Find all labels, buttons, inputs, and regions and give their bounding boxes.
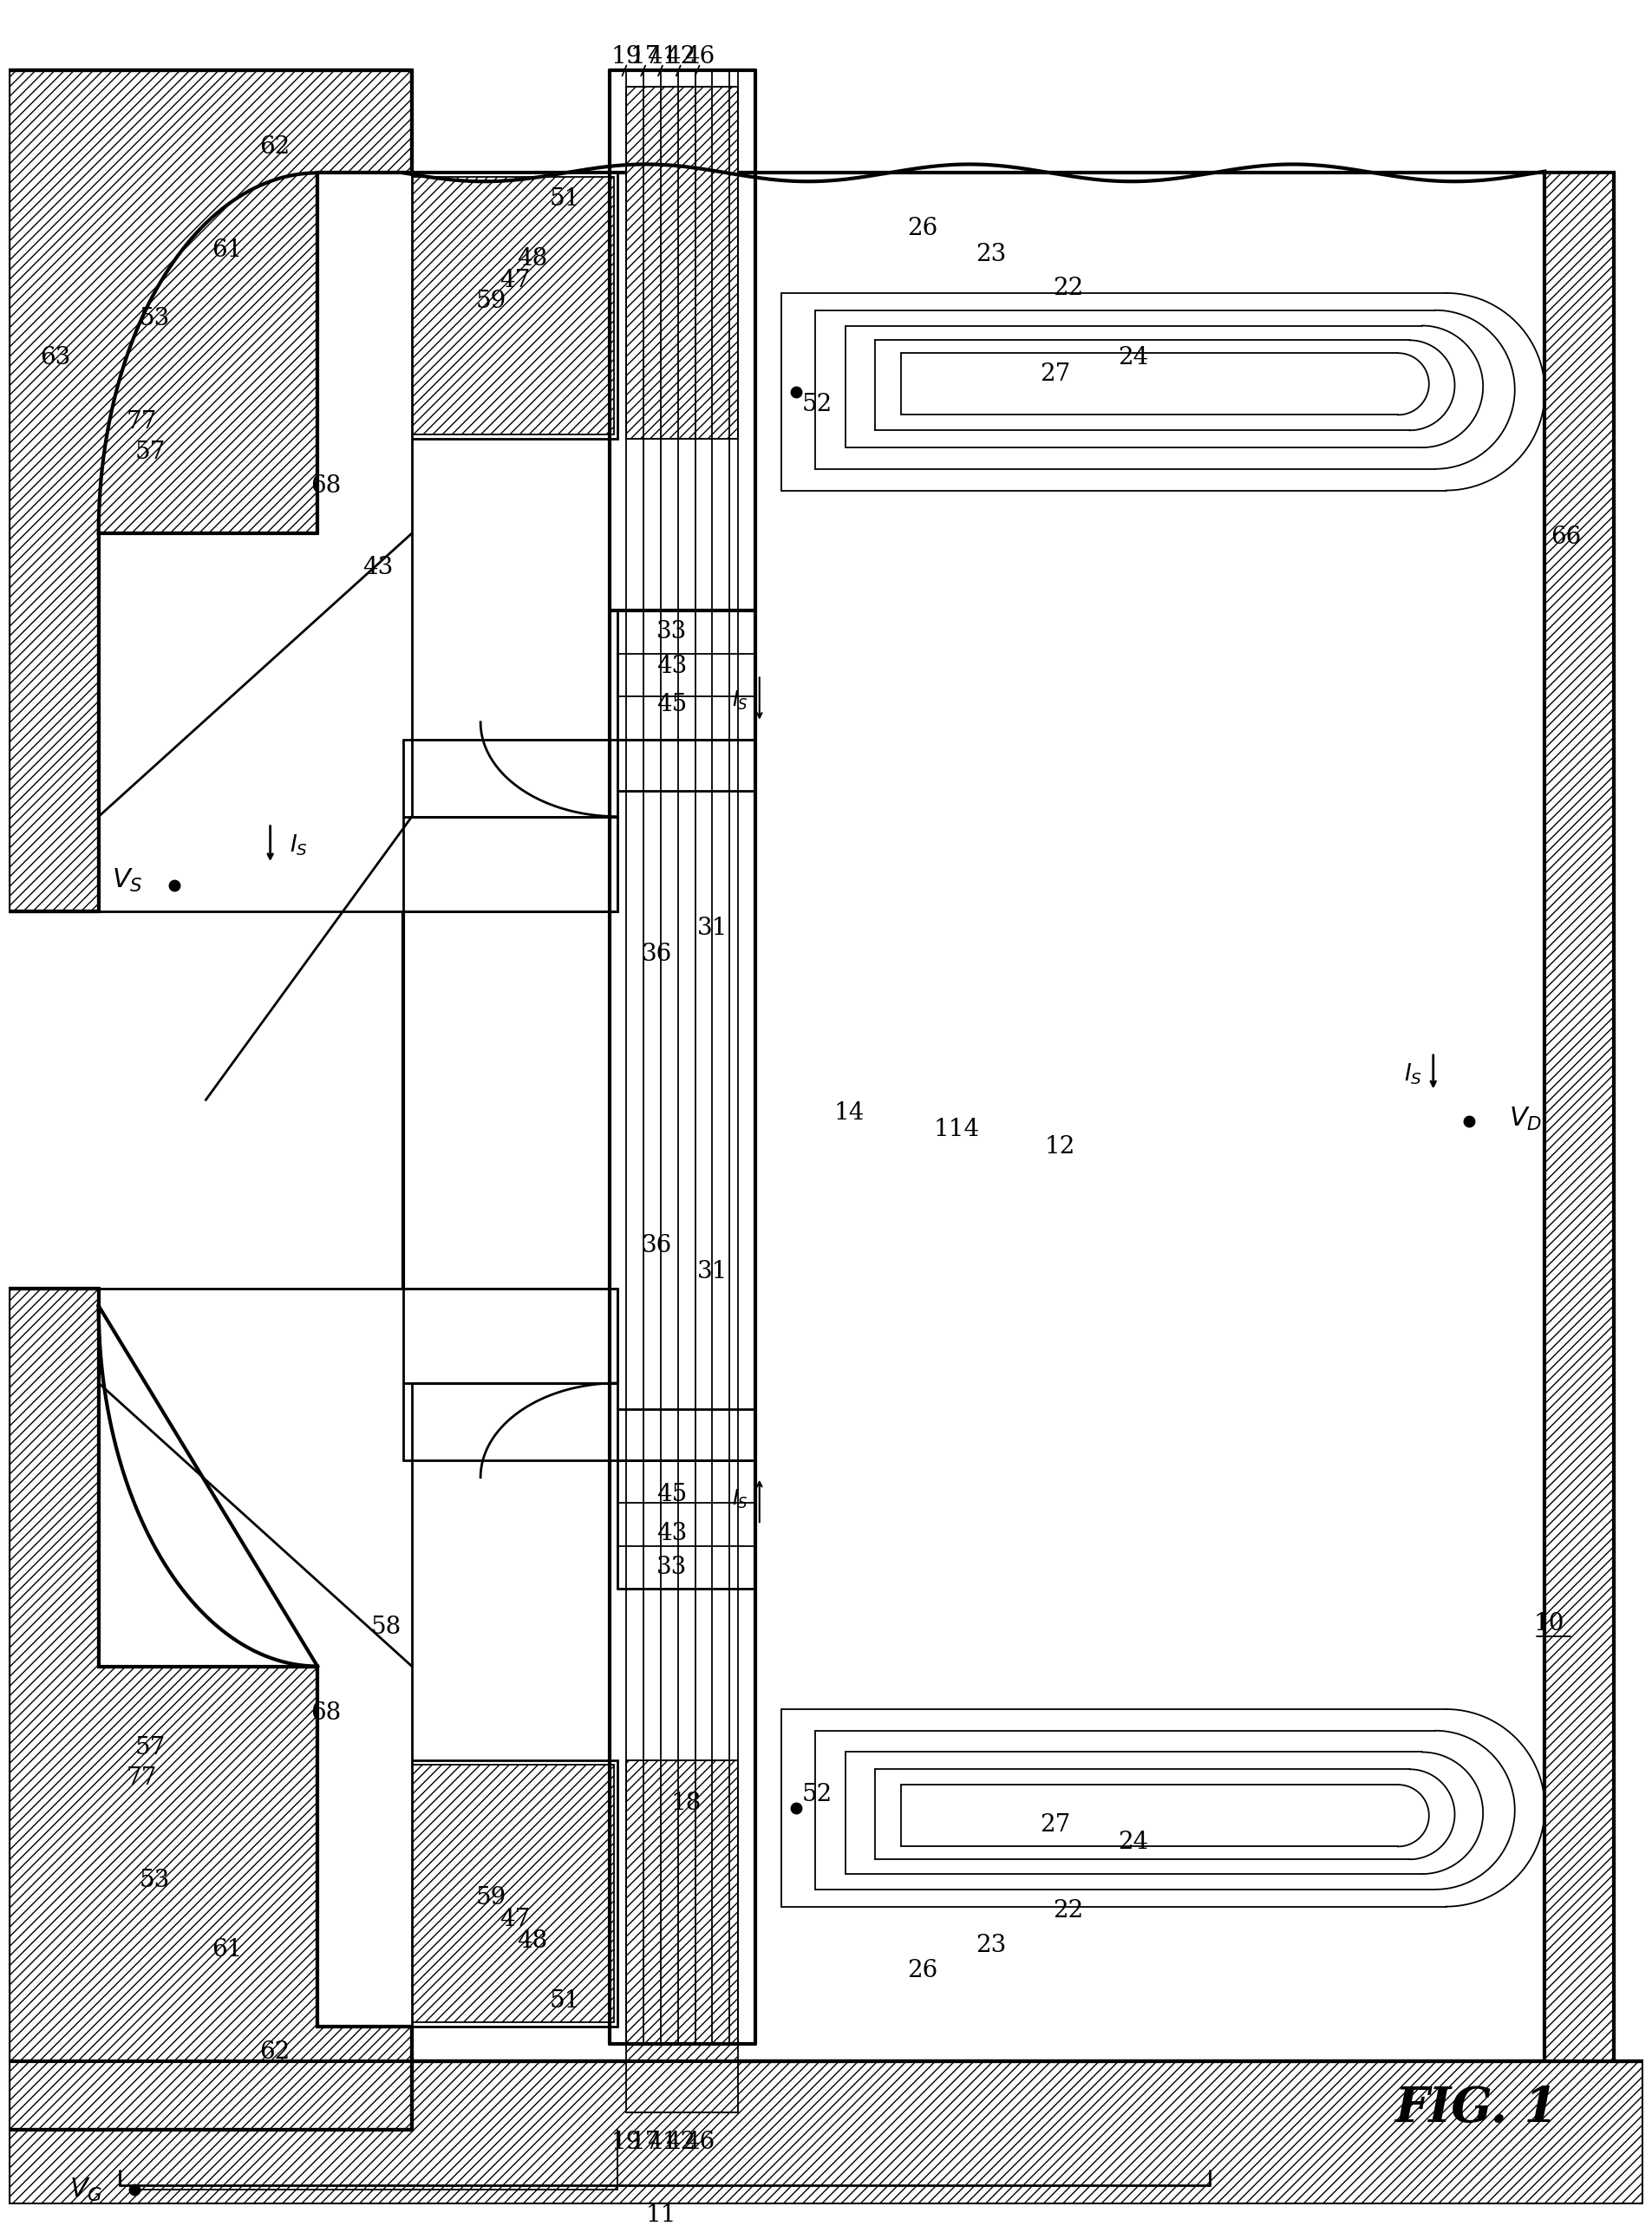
Text: 12: 12 <box>1044 1135 1075 1160</box>
Text: 18: 18 <box>671 1792 702 1814</box>
Text: 42: 42 <box>666 2130 695 2155</box>
Text: 47: 47 <box>499 1908 530 1932</box>
Text: 19: 19 <box>611 2130 641 2155</box>
Text: $V_D$: $V_D$ <box>1508 1104 1541 1133</box>
Text: 23: 23 <box>976 243 1006 267</box>
Text: 77: 77 <box>126 410 157 434</box>
Text: 48: 48 <box>517 1930 547 1952</box>
Text: 53: 53 <box>139 1870 170 1892</box>
Text: 22: 22 <box>1054 276 1084 301</box>
Polygon shape <box>317 1667 618 2026</box>
Text: 52: 52 <box>801 394 833 416</box>
Text: 51: 51 <box>550 187 580 209</box>
Text: $V_S$: $V_S$ <box>112 868 144 895</box>
Text: 62: 62 <box>259 136 289 158</box>
Polygon shape <box>322 1670 613 2023</box>
Text: 36: 36 <box>641 942 672 966</box>
Text: 66: 66 <box>1551 525 1581 550</box>
Polygon shape <box>8 2 1644 2204</box>
Polygon shape <box>626 1761 738 2112</box>
Text: 11: 11 <box>646 2204 676 2226</box>
Text: 59: 59 <box>476 1885 506 1910</box>
Text: 14: 14 <box>834 1102 866 1124</box>
Text: 46: 46 <box>684 2130 715 2155</box>
Text: 23: 23 <box>976 1934 1006 1957</box>
Text: 31: 31 <box>697 917 727 939</box>
Polygon shape <box>626 87 738 439</box>
Text: 62: 62 <box>259 2041 289 2064</box>
Text: 19: 19 <box>611 45 641 69</box>
Text: 43: 43 <box>656 1523 687 1545</box>
Text: 42: 42 <box>666 45 695 69</box>
Text: 57: 57 <box>135 1736 165 1759</box>
Text: 52: 52 <box>801 1783 833 1808</box>
Text: 61: 61 <box>211 1939 243 1961</box>
Text: 27: 27 <box>1041 363 1070 387</box>
Text: 10: 10 <box>1533 1612 1564 1636</box>
Text: 17: 17 <box>629 2130 661 2155</box>
Text: 45: 45 <box>656 692 687 717</box>
Text: 26: 26 <box>907 1959 938 1983</box>
Text: $I_S$: $I_S$ <box>732 690 748 712</box>
Text: 45: 45 <box>656 1483 687 1507</box>
Polygon shape <box>99 1289 618 2026</box>
Polygon shape <box>322 178 613 530</box>
Text: 22: 22 <box>1054 1899 1084 1923</box>
Text: 24: 24 <box>1117 1830 1148 1854</box>
Text: 68: 68 <box>311 474 342 499</box>
Text: 26: 26 <box>907 216 938 240</box>
Polygon shape <box>403 174 1614 2061</box>
Text: $I_S$: $I_S$ <box>732 1487 748 1509</box>
Text: FIG. 1: FIG. 1 <box>1394 2084 1558 2133</box>
Polygon shape <box>8 2061 1644 2204</box>
Text: $I_S$: $I_S$ <box>291 833 309 857</box>
Text: $V_G$: $V_G$ <box>69 2177 102 2204</box>
Polygon shape <box>8 69 411 910</box>
Text: 48: 48 <box>517 247 547 269</box>
Text: 57: 57 <box>135 441 165 463</box>
Text: 77: 77 <box>126 1765 157 1790</box>
Text: 24: 24 <box>1117 345 1148 370</box>
Text: 31: 31 <box>697 1260 727 1282</box>
Polygon shape <box>99 174 618 910</box>
Text: 36: 36 <box>641 1233 672 1258</box>
Text: 43: 43 <box>656 654 687 679</box>
Text: 27: 27 <box>1041 1814 1070 1836</box>
Polygon shape <box>317 174 618 534</box>
Text: 114: 114 <box>933 1117 980 1142</box>
Text: $I_S$: $I_S$ <box>1404 1062 1422 1086</box>
Text: 63: 63 <box>40 345 71 370</box>
Text: 17: 17 <box>629 45 661 69</box>
Text: 51: 51 <box>550 1990 580 2012</box>
Polygon shape <box>8 1289 411 2130</box>
Text: 53: 53 <box>139 307 170 329</box>
Text: 59: 59 <box>476 289 506 314</box>
Text: 46: 46 <box>684 45 715 69</box>
Text: 41: 41 <box>648 45 677 69</box>
Text: 61: 61 <box>211 238 243 263</box>
Text: 33: 33 <box>656 621 687 643</box>
Text: 41: 41 <box>648 2130 677 2155</box>
Polygon shape <box>1545 174 1614 2061</box>
Text: 58: 58 <box>370 1616 401 1638</box>
Text: 47: 47 <box>499 269 530 292</box>
Text: 33: 33 <box>656 1556 687 1578</box>
Text: 43: 43 <box>362 556 393 579</box>
Text: 68: 68 <box>311 1701 342 1725</box>
